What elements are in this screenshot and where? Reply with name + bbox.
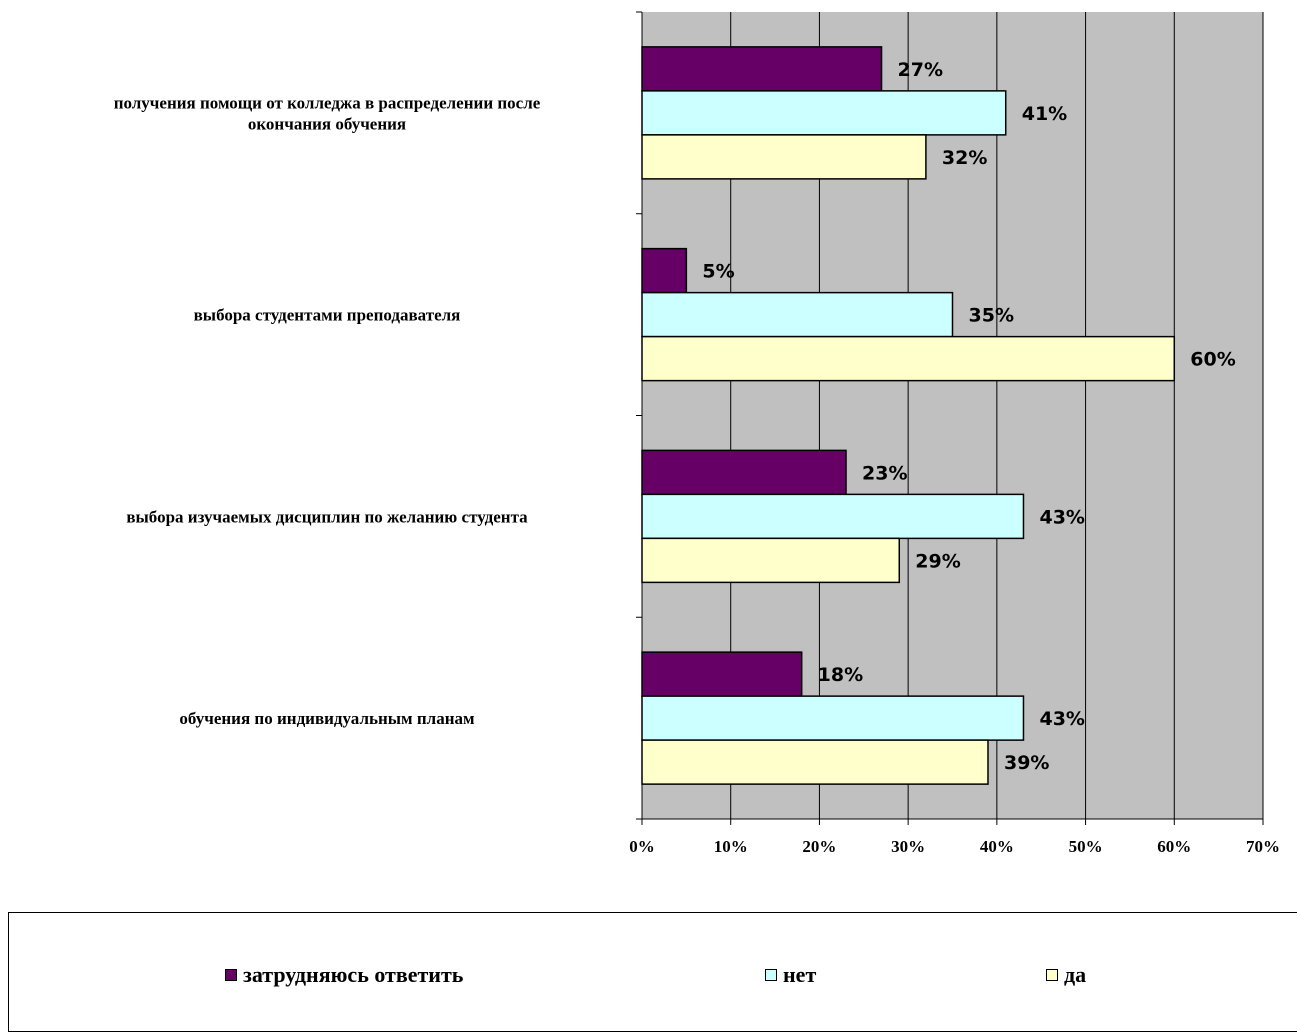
x-tick-label: 70%: [1246, 837, 1280, 856]
x-tick-label: 10%: [714, 837, 748, 856]
data-label: 23%: [862, 462, 907, 484]
x-tick-label: 20%: [802, 837, 836, 856]
axes: [636, 11, 1264, 825]
x-tick-label: 60%: [1157, 837, 1191, 856]
legend-label-yes: да: [1064, 962, 1087, 987]
data-label: 41%: [1022, 103, 1067, 125]
bar: [641, 449, 847, 496]
legend-label-unsure: затрудняюсь ответить: [243, 962, 464, 987]
category-label: выбора студентами преподавателя: [194, 306, 461, 325]
data-label: 18%: [818, 664, 863, 686]
legend-swatch-unsure: [225, 969, 237, 981]
data-label: 27%: [898, 59, 943, 81]
data-label: 60%: [1190, 349, 1235, 371]
bar: [641, 739, 989, 785]
category-label: обучения по индивидуальным планам: [179, 709, 475, 728]
category-label: выбора изучаемых дисциплин по желанию ст…: [126, 507, 528, 526]
data-label: 43%: [1039, 708, 1084, 730]
data-label: 29%: [915, 550, 960, 572]
data-label: 39%: [1004, 752, 1049, 774]
legend: затрудняюсь ответить нет да: [8, 912, 1297, 1032]
legend-swatch-no: [765, 969, 777, 981]
legend-item-unsure: затрудняюсь ответить: [225, 962, 463, 988]
category-label: окончания обучения: [248, 114, 406, 133]
bar-chart: 0% 10% 20% 30% 40% 50% 60% 70% 27% 41% 32% получени…: [114, 11, 1280, 856]
category-label: получения помощи от колледжа в распредел…: [114, 93, 541, 112]
data-label: 43%: [1039, 506, 1084, 528]
bar: [641, 695, 1025, 741]
bar: [641, 247, 688, 294]
x-tick-label: 30%: [891, 837, 925, 856]
labels: 0% 10% 20% 30% 40% 50% 60% 70% 27% 41% 32% получени…: [114, 59, 1280, 856]
x-tick-label: 0%: [629, 837, 655, 856]
data-label: 5%: [702, 261, 734, 283]
x-tick-label: 50%: [1069, 837, 1103, 856]
bar: [641, 46, 883, 92]
bar: [641, 90, 1007, 136]
data-label: 32%: [942, 147, 987, 169]
bar: [641, 537, 901, 584]
legend-item-yes: да: [1046, 962, 1086, 988]
bar: [641, 651, 803, 697]
bar: [641, 493, 1025, 540]
bar: [641, 291, 954, 338]
data-label: 35%: [969, 305, 1014, 327]
legend-swatch-yes: [1046, 969, 1058, 981]
legend-label-no: нет: [783, 962, 817, 987]
bar: [641, 134, 927, 180]
bar: [641, 335, 1176, 382]
x-tick-label: 40%: [980, 837, 1014, 856]
legend-item-no: нет: [765, 962, 816, 988]
bars: [641, 46, 1176, 785]
